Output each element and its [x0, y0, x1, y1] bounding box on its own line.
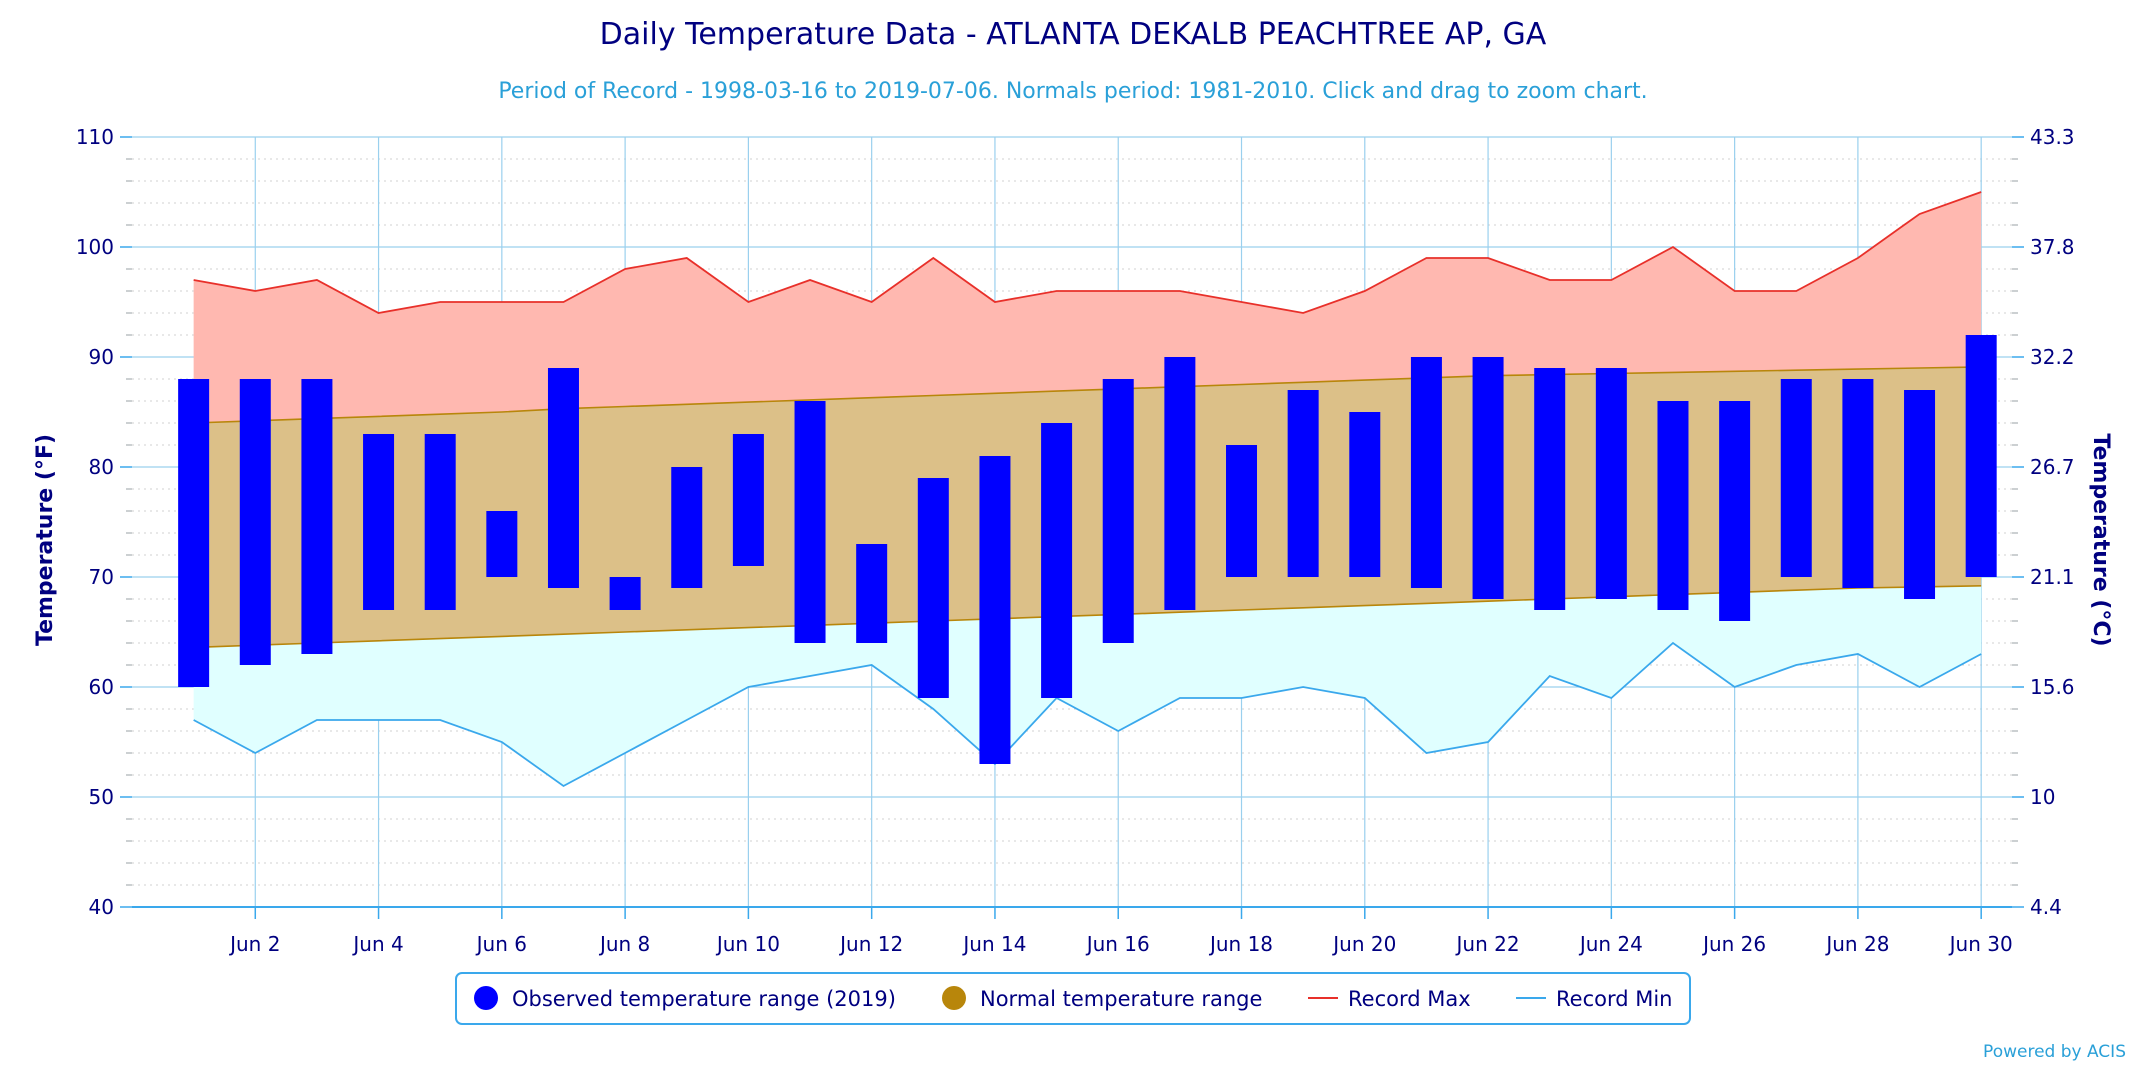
record-min-area: [193, 585, 1982, 786]
observed-bar: [1780, 379, 1812, 577]
y-left-tick-label: 40: [89, 895, 114, 919]
legend-item-normal[interactable]: Normal temperature range: [942, 986, 1262, 1011]
observed-bar: [979, 456, 1011, 764]
observed-bar: [794, 401, 826, 643]
chart-title: Daily Temperature Data - ATLANTA DEKALB …: [600, 17, 1547, 52]
observed-bar: [486, 511, 518, 577]
x-tick-label: Jun 20: [1331, 932, 1396, 956]
observed-bar: [609, 577, 641, 610]
observed-bar: [1164, 357, 1196, 610]
x-tick-label: Jun 2: [228, 932, 280, 956]
x-tick-label: Jun 4: [351, 932, 403, 956]
x-tick-label: Jun 30: [1948, 932, 2013, 956]
observed-bar: [1719, 401, 1751, 621]
legend-normal-label: Normal temperature range: [980, 987, 1262, 1011]
y-right-tick-label: 26.7: [2030, 455, 2075, 479]
x-tick-label: Jun 8: [598, 932, 650, 956]
x-tick-label: Jun 16: [1085, 932, 1150, 956]
observed-bar: [1534, 368, 1566, 610]
x-tick-label: Jun 14: [961, 932, 1026, 956]
y-left-tick-label: 100: [76, 235, 114, 259]
legend-record-max-label: Record Max: [1348, 987, 1471, 1011]
y-left-tick-label: 110: [76, 125, 114, 149]
y-left-tick-label: 70: [89, 565, 114, 589]
observed-bar: [1904, 390, 1936, 599]
observed-bar: [1287, 390, 1319, 577]
y-right-tick-label: 43.3: [2030, 125, 2075, 149]
record-max-area: [193, 192, 1982, 423]
observed-bar: [671, 467, 703, 588]
chart-subtitle: Period of Record - 1998-03-16 to 2019-07…: [498, 79, 1647, 104]
legend-box: [455, 972, 1691, 1025]
y-axis-right-title: Temperature (°C): [2088, 433, 2113, 646]
x-tick-label: Jun 22: [1455, 932, 1520, 956]
y-left-tick-label: 60: [89, 675, 114, 699]
legend-normal-marker: [942, 986, 966, 1010]
y-right-tick-label: 15.6: [2030, 675, 2075, 699]
observed-bars: [178, 335, 1997, 764]
observed-bar: [1657, 401, 1689, 610]
credit-link[interactable]: Powered by ACIS: [1983, 1042, 2126, 1062]
chart-legend: Observed temperature range (2019) Normal…: [455, 972, 1691, 1025]
x-axis-ticks: Jun 2 Jun 4 Jun 6 Jun 8 Jun 10 Jun 12 Jun 14 Ju…: [228, 907, 2013, 956]
y-right-tick-label: 37.8: [2030, 235, 2075, 259]
observed-bar: [1965, 335, 1997, 577]
x-tick-label: Jun 28: [1824, 932, 1889, 956]
observed-bar: [917, 478, 949, 698]
observed-bar: [1472, 357, 1504, 599]
observed-bar: [178, 379, 210, 687]
observed-bar: [1349, 412, 1381, 577]
observed-bar: [1842, 379, 1874, 588]
legend-item-record-max[interactable]: Record Max: [1308, 987, 1471, 1011]
x-tick-label: Jun 10: [715, 932, 780, 956]
y-axis-left-title: Temperature (°F): [33, 434, 58, 646]
observed-bar: [547, 368, 579, 588]
x-tick-label: Jun 26: [1701, 932, 1766, 956]
x-tick-label: Jun 18: [1208, 932, 1273, 956]
observed-bar: [1595, 368, 1627, 599]
legend-observed-label: Observed temperature range (2019): [512, 987, 896, 1011]
legend-item-record-min[interactable]: Record Min: [1516, 987, 1673, 1011]
observed-bar: [1410, 357, 1442, 588]
x-tick-label: Jun 24: [1578, 932, 1643, 956]
y-axis-left-ticks: 40 50 60 70 80 90 100 110: [76, 125, 2018, 919]
record-max-line: [193, 191, 1982, 314]
observed-bar: [301, 379, 333, 654]
x-tick-label: Jun 6: [475, 932, 527, 956]
observed-bar: [363, 434, 395, 610]
legend-record-min-label: Record Min: [1556, 987, 1673, 1011]
y-right-tick-label: 10: [2030, 785, 2055, 809]
observed-bar: [1102, 379, 1134, 643]
y-right-tick-label: 4.4: [2030, 895, 2062, 919]
observed-bar: [856, 544, 888, 643]
y-right-tick-label: 21.1: [2030, 565, 2075, 589]
record-min-line: [193, 641, 1982, 788]
observed-bar: [1226, 445, 1258, 577]
x-tick-label: Jun 12: [838, 932, 903, 956]
legend-observed-marker: [474, 986, 498, 1010]
observed-bar: [424, 434, 456, 610]
observed-bar: [239, 379, 271, 665]
normal-high-line: [193, 366, 1982, 424]
observed-bar: [732, 434, 764, 566]
y-left-tick-label: 50: [89, 785, 114, 809]
y-left-tick-label: 90: [89, 345, 114, 369]
observed-bar: [1041, 423, 1073, 698]
legend-item-observed[interactable]: Observed temperature range (2019): [474, 986, 896, 1011]
y-right-tick-label: 32.2: [2030, 345, 2075, 369]
y-axis-right-ticks: 4.4 10 15.6 21.1 26.7 32.2 37.8 43.3: [2012, 125, 2075, 919]
y-left-tick-label: 80: [89, 455, 114, 479]
